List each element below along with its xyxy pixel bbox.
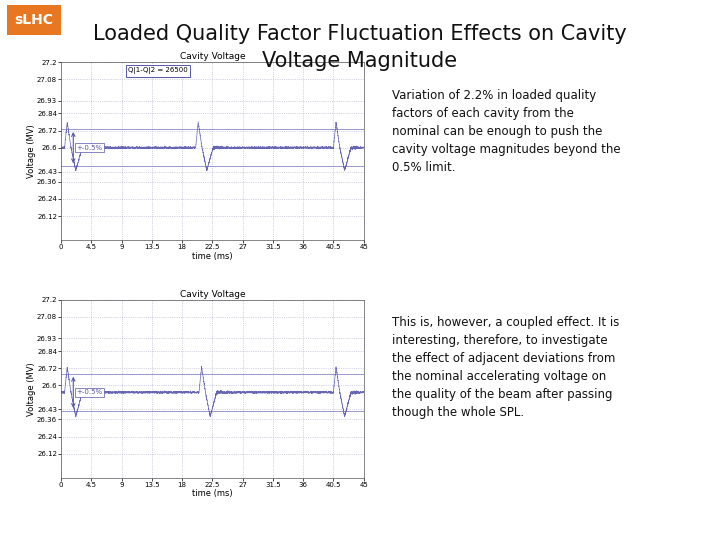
Text: This is, however, a coupled effect. It is
interesting, therefore, to investigate: This is, however, a coupled effect. It i… xyxy=(392,316,620,419)
Title: Cavity Voltage: Cavity Voltage xyxy=(179,52,246,62)
X-axis label: time (ms): time (ms) xyxy=(192,489,233,498)
Text: +-0.5%: +-0.5% xyxy=(76,145,103,151)
Text: Loaded Quality Factor Fluctuation Effects on Cavity: Loaded Quality Factor Fluctuation Effect… xyxy=(93,24,627,44)
Y-axis label: Voltage (MV): Voltage (MV) xyxy=(27,124,35,178)
Text: Voltage Magnitude: Voltage Magnitude xyxy=(262,51,458,71)
Text: Variation of 2.2% in loaded quality
factors of each cavity from the
nominal can : Variation of 2.2% in loaded quality fact… xyxy=(392,89,621,174)
Text: +-0.5%: +-0.5% xyxy=(76,389,103,395)
X-axis label: time (ms): time (ms) xyxy=(192,252,233,261)
Y-axis label: Voltage (MV): Voltage (MV) xyxy=(27,362,35,416)
Text: Q|1-Q|2 = 26500: Q|1-Q|2 = 26500 xyxy=(127,68,187,75)
Title: Cavity Voltage: Cavity Voltage xyxy=(179,290,246,299)
Text: sLHC: sLHC xyxy=(14,14,54,27)
